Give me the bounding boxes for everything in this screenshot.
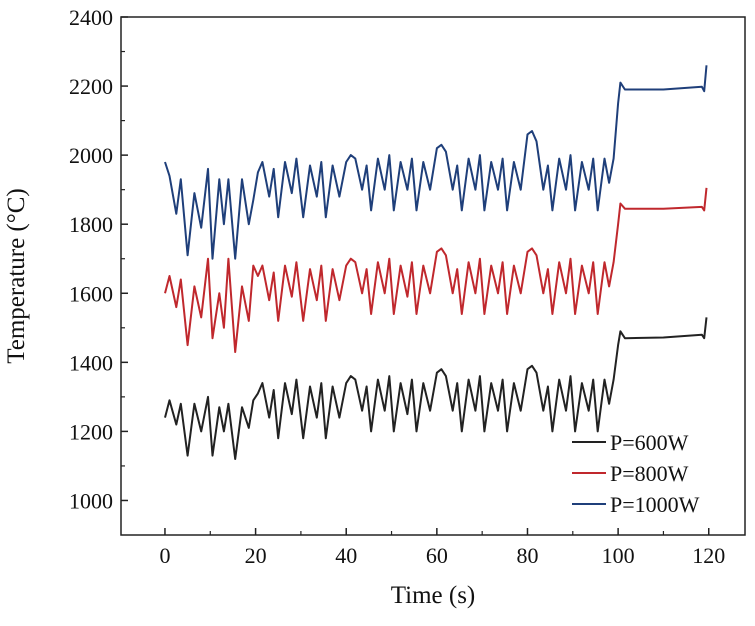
legend: P=600W P=800W P=1000W (572, 430, 700, 517)
legend-label: P=1000W (610, 492, 700, 517)
y-tick-label: 1800 (69, 212, 113, 237)
series-layer (164, 65, 708, 460)
x-tick-label: 120 (692, 543, 725, 568)
series-line-p800w (164, 187, 708, 353)
x-tick-label: 60 (426, 543, 448, 568)
y-axis-label: Temperature (°C) (3, 188, 30, 364)
x-axis-label: Time (s) (391, 582, 476, 609)
x-tick-label: 20 (245, 543, 267, 568)
ticks-layer: 0 20 40 60 80 100 120 1000 1200 1400 1600 1800 2000 2… (69, 5, 725, 568)
y-tick-label: 1000 (69, 488, 113, 513)
y-tick-label: 2000 (69, 143, 113, 168)
x-tick-label: 40 (335, 543, 357, 568)
y-tick-label: 1600 (69, 281, 113, 306)
y-tick-label: 1200 (69, 419, 113, 444)
legend-label: P=600W (610, 430, 689, 455)
plot-frame (120, 16, 746, 536)
x-tick-label: 100 (602, 543, 635, 568)
y-tick-label: 1400 (69, 350, 113, 375)
y-tick-label: 2400 (69, 5, 113, 30)
x-tick-label: 0 (159, 543, 170, 568)
y-tick-label: 2200 (69, 74, 113, 99)
legend-label: P=800W (610, 461, 689, 486)
series-line-p600w (164, 317, 708, 460)
x-tick-label: 80 (516, 543, 538, 568)
series-line-p1000w (164, 65, 708, 260)
